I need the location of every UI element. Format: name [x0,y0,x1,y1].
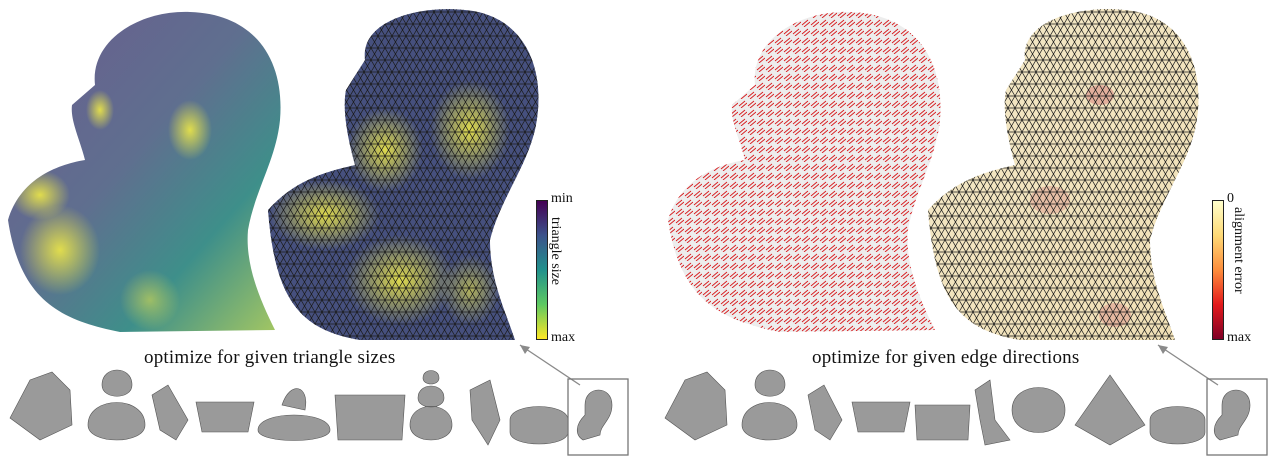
thumb-shell [1011,387,1066,433]
colorbar-size-top: min [551,191,573,206]
thumb-torus [509,406,569,445]
thumbnails-left [9,369,613,446]
arrow-left [519,344,581,386]
colorbar-size-title: triangle size [548,217,563,286]
thumb-head-small [576,389,613,441]
thumb-cup [195,401,255,433]
colorbar-alignment-title: alignment error [1231,207,1246,294]
thumb-fish [469,379,501,446]
thumb-spring [974,379,1011,446]
thumb-cup-2 [851,401,911,433]
colorbar-alignment-bottom: max [1227,330,1252,345]
head-meshed-sizefield [268,9,539,340]
thumbnails-right [664,369,1251,446]
head-smooth-sizefield [8,11,281,332]
thumb-torus-2 [1149,406,1206,445]
colorbar-size [536,200,548,340]
thumb-snowball [87,369,146,441]
thumb-bone [151,384,189,441]
thumb-snowman [409,370,453,441]
thumb-highlight-right [1206,378,1268,456]
head-meshed-alignment [928,9,1199,340]
thumb-highlight-left [567,378,629,456]
caption-triangle-sizes: optimize for given triangle sizes [144,347,396,368]
colorbar-alignment [1212,200,1224,340]
thumb-dome-box [9,371,73,441]
arrow-right [1157,344,1219,386]
thumb-cylinder [914,404,971,441]
colorbar-size-bottom: max [551,330,576,345]
thumb-pyramid [1074,374,1146,446]
thumb-snowball-2 [741,369,798,441]
thumb-bone-2 [807,384,843,441]
thumb-slab [334,394,406,441]
head-direction-field [668,11,941,332]
colorbar-alignment-top: 0 [1227,191,1234,206]
caption-edge-directions: optimize for given edge directions [812,347,1080,368]
thumb-knot [257,388,331,441]
thumb-dome-box-2 [664,371,728,441]
thumb-head-small-2 [1213,389,1251,441]
